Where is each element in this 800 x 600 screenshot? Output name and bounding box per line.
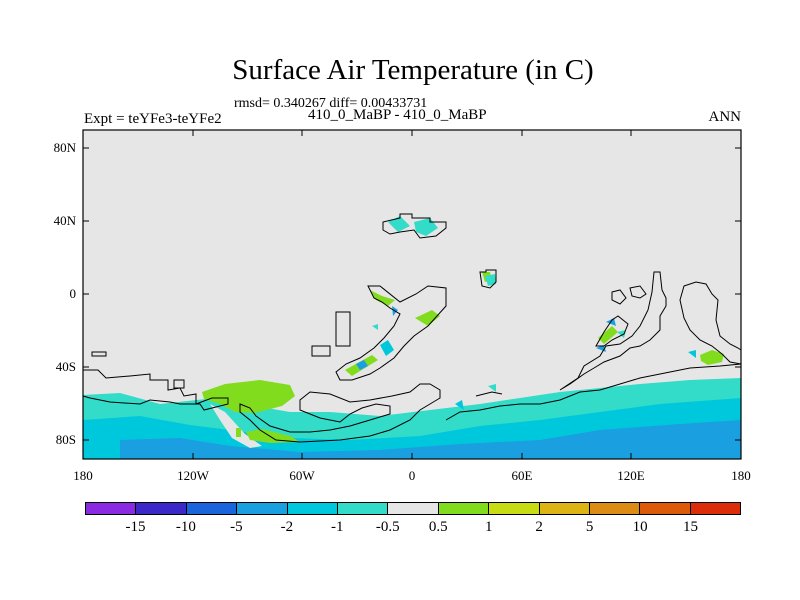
color-bar-label: 15 bbox=[683, 519, 699, 535]
color-bar bbox=[85, 502, 741, 515]
y-tick-label: 40S bbox=[55, 359, 76, 374]
color-bar-box bbox=[337, 503, 389, 514]
color-bar-label: -2 bbox=[280, 519, 294, 535]
period-label: 410_0_MaBP - 410_0_MaBP bbox=[308, 107, 487, 123]
color-bar-box bbox=[690, 503, 741, 514]
y-tick-marks bbox=[83, 147, 741, 441]
x-tick-label: 60W bbox=[289, 468, 315, 483]
season-label: ANN bbox=[708, 109, 742, 125]
color-bar-box bbox=[237, 503, 288, 514]
color-bar-box bbox=[136, 503, 187, 514]
stats-line: rmsd= 0.340267 diff= 0.00433731 bbox=[234, 96, 428, 111]
y-tick-label: 40N bbox=[53, 213, 76, 228]
x-tick-label: 120W bbox=[177, 468, 209, 483]
color-bar-label: -5 bbox=[230, 519, 243, 535]
color-bar-box bbox=[186, 503, 238, 514]
experiment-label: Expt = teYFe3-teYFe2 bbox=[84, 111, 222, 127]
y-tick-label: 80S bbox=[55, 432, 76, 447]
color-bar-box bbox=[489, 503, 540, 514]
y-tick-label: 0 bbox=[69, 286, 77, 301]
color-bar-box bbox=[438, 503, 490, 514]
x-tick-label: 180 bbox=[73, 468, 93, 483]
color-bar-label: 5 bbox=[585, 519, 594, 535]
color-bar-box bbox=[640, 503, 691, 514]
page-title: Surface Air Temperature (in C) bbox=[232, 54, 594, 86]
color-bar-box bbox=[86, 503, 137, 514]
color-bar-label: 10 bbox=[632, 519, 648, 535]
color-bar-box bbox=[388, 503, 439, 514]
color-bar-label: -15 bbox=[125, 519, 146, 535]
y-tick-label: 80N bbox=[53, 140, 76, 155]
x-tick-label: 0 bbox=[408, 468, 416, 483]
x-tick-label: 60E bbox=[511, 468, 533, 483]
color-bar-box bbox=[539, 503, 590, 514]
x-tick-label: 180 bbox=[731, 468, 751, 483]
color-bar-label: 1 bbox=[484, 519, 493, 535]
x-tick-label: 120E bbox=[617, 468, 645, 483]
color-bar-label: -0.5 bbox=[375, 519, 400, 535]
cool-anomaly-patches bbox=[356, 216, 696, 410]
color-bar-label: -10 bbox=[175, 519, 196, 535]
color-bar-label: -1 bbox=[331, 519, 344, 535]
color-bar-box bbox=[287, 503, 338, 514]
color-bar-box bbox=[589, 503, 641, 514]
color-bar-label: 0.5 bbox=[428, 519, 448, 535]
x-tick-marks bbox=[192, 130, 632, 459]
color-bar-label: 2 bbox=[535, 519, 543, 535]
